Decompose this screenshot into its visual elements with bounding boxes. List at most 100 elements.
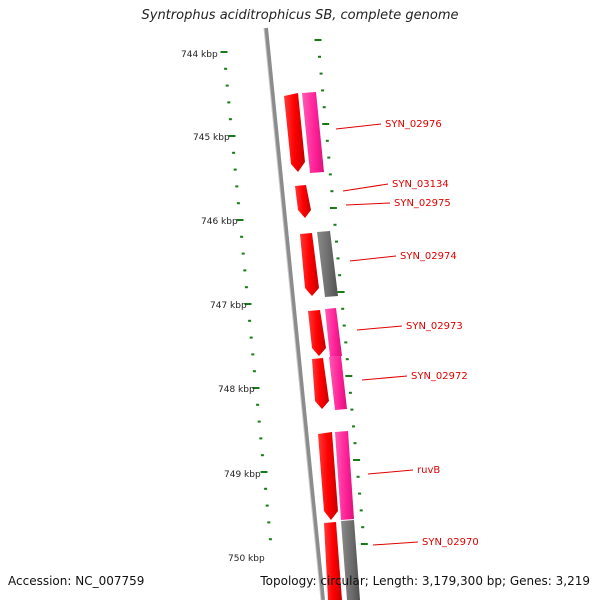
genome-info-text: Topology: circular; Length: 3,179,300 bp… <box>260 574 590 588</box>
minor-tick <box>328 173 332 176</box>
genome-backbone <box>264 27 325 600</box>
kbp-label-750: 750 kbp <box>228 554 265 564</box>
kbp-label-748: 748 kbp <box>218 385 255 395</box>
genome-backbone-highlight <box>263 27 322 600</box>
kbp-label-744: 744 kbp <box>181 50 218 60</box>
minor-tick <box>227 101 231 104</box>
kbp-label-745: 745 kbp <box>193 133 230 143</box>
minor-tick <box>327 156 331 159</box>
map-title: Syntrophus aciditrophicus SB, complete g… <box>141 8 459 23</box>
minor-tick <box>241 252 245 255</box>
major-tick <box>228 135 236 137</box>
minor-tick <box>268 538 272 541</box>
gene-label-SYN_02974[interactable]: SYN_02974 <box>400 251 457 262</box>
leader-line-SYN_02973 <box>356 325 403 331</box>
minor-tick <box>336 257 340 260</box>
minor-tick <box>335 240 338 243</box>
minor-tick <box>352 425 355 428</box>
minor-tick <box>333 223 337 226</box>
minor-tick <box>260 454 264 457</box>
leader-line-SYN_02976 <box>335 123 382 130</box>
minor-tick <box>243 269 247 272</box>
minor-tick <box>240 235 244 238</box>
gene-label-SYN_02973[interactable]: SYN_02973 <box>406 321 463 332</box>
cds-arrow-1[interactable] <box>284 93 305 172</box>
cds-arrow-7[interactable] <box>324 522 342 600</box>
leader-line-SYN_03134 <box>342 183 389 192</box>
minor-tick <box>321 89 325 92</box>
minor-tick <box>358 492 362 495</box>
minor-tick <box>361 526 365 529</box>
minor-tick <box>251 353 255 356</box>
minor-tick <box>319 72 323 75</box>
minor-tick <box>330 190 334 193</box>
minor-tick <box>345 358 349 361</box>
leader-line-SYN_02974 <box>349 255 397 262</box>
minor-tick <box>224 67 228 70</box>
minor-tick <box>318 55 321 58</box>
minor-tick <box>248 319 252 322</box>
cds-arrow-5[interactable] <box>312 358 329 409</box>
gene-block-magenta-2[interactable] <box>325 308 342 357</box>
minor-tick <box>344 341 348 344</box>
major-tick <box>236 219 244 221</box>
gene-block-magenta-4[interactable] <box>335 431 354 520</box>
major-tick <box>353 459 361 461</box>
leader-line-SYN_02970 <box>372 541 419 546</box>
major-tick <box>329 207 337 209</box>
kbp-label-747: 747 kbp <box>210 301 247 311</box>
minor-tick <box>232 151 236 154</box>
kbp-label-749: 749 kbp <box>224 470 261 480</box>
minor-tick <box>244 286 248 289</box>
major-tick <box>220 51 228 53</box>
minor-tick <box>353 442 357 445</box>
gene-block-gray-1[interactable] <box>317 231 338 297</box>
major-tick <box>322 123 330 125</box>
minor-tick <box>257 420 261 423</box>
minor-tick <box>256 403 260 406</box>
minor-tick <box>359 509 363 512</box>
gene-block-gray-2[interactable] <box>341 520 360 600</box>
major-tick <box>314 39 322 41</box>
minor-tick <box>338 274 342 277</box>
major-tick <box>345 375 353 377</box>
minor-tick <box>228 118 232 121</box>
minor-tick <box>236 202 240 205</box>
leader-line-SYN_02975 <box>345 202 391 206</box>
minor-tick <box>259 437 263 440</box>
kbp-label-746: 746 kbp <box>201 217 238 227</box>
gene-label-SYN_02975[interactable]: SYN_02975 <box>394 198 451 209</box>
right-tick-track <box>314 39 368 545</box>
gene-label-ruvB[interactable]: ruvB <box>417 465 440 476</box>
minor-tick <box>265 504 269 507</box>
minor-tick <box>350 408 354 411</box>
leader-line-ruvB <box>367 469 414 475</box>
minor-tick <box>235 185 239 188</box>
minor-tick <box>233 168 237 171</box>
cds-arrow-3[interactable] <box>300 233 319 296</box>
minor-tick <box>325 139 329 142</box>
major-tick <box>260 471 268 473</box>
major-tick <box>337 291 345 293</box>
cds-arrow-6[interactable] <box>318 432 338 520</box>
left-tick-track <box>220 51 272 541</box>
minor-tick <box>252 370 256 373</box>
minor-tick <box>267 521 271 524</box>
leader-line-SYN_02972 <box>361 375 408 381</box>
minor-tick <box>322 106 326 109</box>
minor-tick <box>341 307 345 310</box>
cds-arrow-4[interactable] <box>308 310 326 356</box>
minor-tick <box>342 324 346 327</box>
gene-block-magenta-1[interactable] <box>302 92 324 173</box>
major-tick <box>244 303 252 305</box>
gene-block-magenta-3[interactable] <box>329 356 347 410</box>
gene-label-SYN_02972[interactable]: SYN_02972 <box>411 371 468 382</box>
minor-tick <box>356 475 360 478</box>
minor-tick <box>249 336 253 339</box>
gene-label-SYN_02976[interactable]: SYN_02976 <box>385 119 442 130</box>
gene-label-SYN_02970[interactable]: SYN_02970 <box>422 537 479 548</box>
gene-label-SYN_03134[interactable]: SYN_03134 <box>392 179 449 190</box>
cds-arrow-2[interactable] <box>295 185 311 218</box>
accession-text: Accession: NC_007759 <box>8 574 145 588</box>
